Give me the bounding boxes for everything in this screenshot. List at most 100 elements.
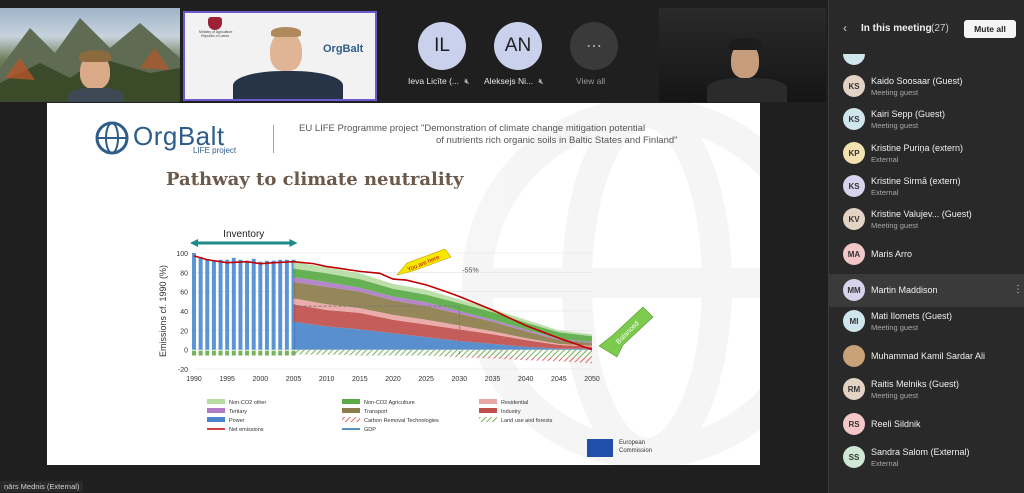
avatar-tile-an[interactable]: AN Aleksejs Ni... 🔇︎ [484,20,558,90]
legend-swatch [207,417,225,422]
participant-row[interactable]: MI Mati Ilomets (Guest) Meeting guest [829,305,1024,338]
view-all-label: View all [576,76,606,86]
avatar [843,345,865,367]
participant-name-label: Ieva Licīte (... 🔇︎ [408,76,470,87]
y-tick-label: 60 [180,290,188,297]
participant-name: Muhammad Kamil Sardar Ali [871,351,986,361]
avatar: RM [843,378,865,400]
participant-role: Meeting guest [871,391,919,400]
legend-label: Non-CO2 other [229,400,266,406]
legend-label: GDP [364,427,376,433]
inventory-label: Inventory [223,229,264,240]
participant-row[interactable]: SS Sandra Salom (External) External [829,441,1024,474]
shared-slide: OrgBalt LIFE project EU LIFE Programme p… [47,103,760,465]
logo-text: OrgBalt [133,121,225,151]
participant-name: Kristine Puriņa (extern) [871,143,964,153]
inventory-negative-bar [192,350,196,356]
participant-name: Sandra Salom (External) [871,447,970,457]
avatar: MM [843,279,865,301]
participant-row[interactable]: Muhammad Kamil Sardar Ali [829,340,1024,373]
avatar: KS [843,175,865,197]
ministry-line-2: Republic of Latvia [201,34,229,38]
target-label: -55% [462,267,478,274]
chevron-left-icon[interactable]: ‹ [843,21,847,35]
inventory-bar [211,260,216,350]
meeting-stage: Ministry of Agriculture Republic of Latv… [0,8,826,492]
net-emissions-line [193,255,593,351]
participant-row[interactable]: RS Reeli Sildnik [829,408,1024,441]
x-tick-label: 2030 [452,376,468,383]
participant-row[interactable]: KV Kristine Valujev... (Guest) Meeting gue… [829,203,1024,236]
participant-name: Kaido Soosaar (Guest) [871,76,963,86]
participant-row[interactable]: KS Kaido Soosaar (Guest) Meeting guest [829,70,1024,103]
ministry-line-1: Ministry of Agriculture [199,30,233,34]
inventory-negative-bar [205,350,210,356]
project-title-line-2: of nutrients rich organic soils in Balti… [436,135,678,146]
inventory-bar [231,257,236,350]
globe-watermark [462,103,760,465]
area-residential [293,298,592,347]
inventory-bar [258,261,263,350]
participant-role: External [871,459,899,468]
area-power [293,321,592,350]
ministry-logo: Ministry of Agriculture Republic of Latv… [199,17,233,47]
inventory-bar [238,259,243,350]
speaker-head [270,31,302,71]
participant-row[interactable]: KS Kairi Sepp (Guest) Meeting guest [829,103,1024,136]
participant-name: Ieva Licīte (... [408,76,460,86]
eu-logo: European Commission [587,439,667,459]
logo-subtext: LIFE project [193,146,237,155]
participant-body [707,78,787,102]
participant-body [68,88,124,102]
participant-row[interactable]: RM Raitis Melniks (Guest) Meeting guest [829,373,1024,406]
more-horizontal-icon: ⋯ [570,22,618,70]
participant-name: Martin Maddison [871,285,938,295]
area-land-use-and-forests [293,349,592,358]
legend-swatch [207,408,225,413]
inventory-bar [271,260,276,350]
inventory-arrow-head-left [190,239,198,247]
video-tile-participant-3[interactable] [659,8,826,102]
participant-role: Meeting guest [871,221,919,230]
inventory-arrow-head-right [289,239,298,247]
x-tick-label: 2015 [352,376,368,383]
participant-row[interactable]: MM Martin Maddison ⋮ [829,274,1024,307]
inventory-bar [245,260,250,350]
participant-row[interactable]: KP Kristine Puriņa (extern) External [829,137,1024,170]
inventory-negative-bar [218,350,223,356]
you-are-here-arrow [396,248,452,276]
avatar-tile-il[interactable]: IL Ieva Licīte (... 🔇︎ [408,20,482,90]
video-tile-active-speaker[interactable]: Ministry of Agriculture Republic of Latv… [183,11,377,101]
participant-hair [79,50,111,62]
participant-row[interactable]: MA Maris Arro [829,238,1024,271]
video-tile-participant-1[interactable] [0,8,180,102]
presenter-name-tag: ņārs Mednis (External) [0,481,84,492]
inventory-bar [218,259,223,350]
inventory-bar [198,256,203,350]
area-non-co2-other [293,261,592,337]
y-tick-label: 100 [176,251,188,258]
legend-swatch [342,417,360,422]
legend-swatch [479,399,497,404]
legend-label: Industry [501,409,521,415]
avatar: KS [843,75,865,97]
mute-all-button[interactable]: Mute all [964,20,1016,38]
x-tick-label: 2025 [418,376,434,383]
area-carbon-removal [293,354,592,364]
participant-role: Meeting guest [871,121,919,130]
mic-off-icon: 🔇︎ [464,76,470,86]
eu-label-2: Commission [619,448,653,454]
inventory-bar [205,258,210,350]
balanced-arrow [598,306,654,358]
x-tick-label: 2035 [485,376,501,383]
view-all-button[interactable]: ⋯ View all [566,20,622,90]
inventory-negative-bar [284,350,289,356]
participant-row[interactable]: KS Kristine Sirmā (extern) External [829,170,1024,203]
more-vertical-icon[interactable]: ⋮ [1013,284,1023,295]
inventory-negative-bar [238,350,243,356]
inventory-negative-bar [198,350,203,356]
legend-label: Net emissions [229,427,264,433]
participants-panel: ‹ In this meeting (27) Mute all KS Kaido … [828,0,1024,493]
inventory-negative-bar [211,350,216,356]
